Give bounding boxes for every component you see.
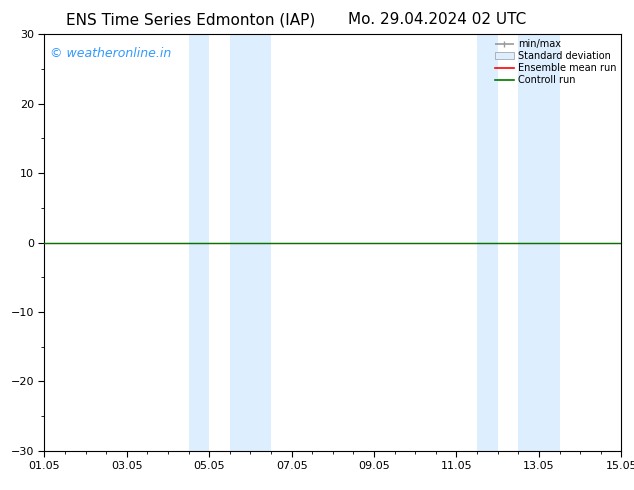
Bar bbox=[477, 34, 498, 451]
Bar bbox=[189, 34, 209, 451]
Text: Mo. 29.04.2024 02 UTC: Mo. 29.04.2024 02 UTC bbox=[348, 12, 527, 27]
Legend: min/max, Standard deviation, Ensemble mean run, Controll run: min/max, Standard deviation, Ensemble me… bbox=[493, 37, 618, 87]
Text: ENS Time Series Edmonton (IAP): ENS Time Series Edmonton (IAP) bbox=[65, 12, 315, 27]
Text: © weatheronline.in: © weatheronline.in bbox=[50, 47, 171, 60]
Bar bbox=[518, 34, 559, 451]
Bar bbox=[230, 34, 271, 451]
